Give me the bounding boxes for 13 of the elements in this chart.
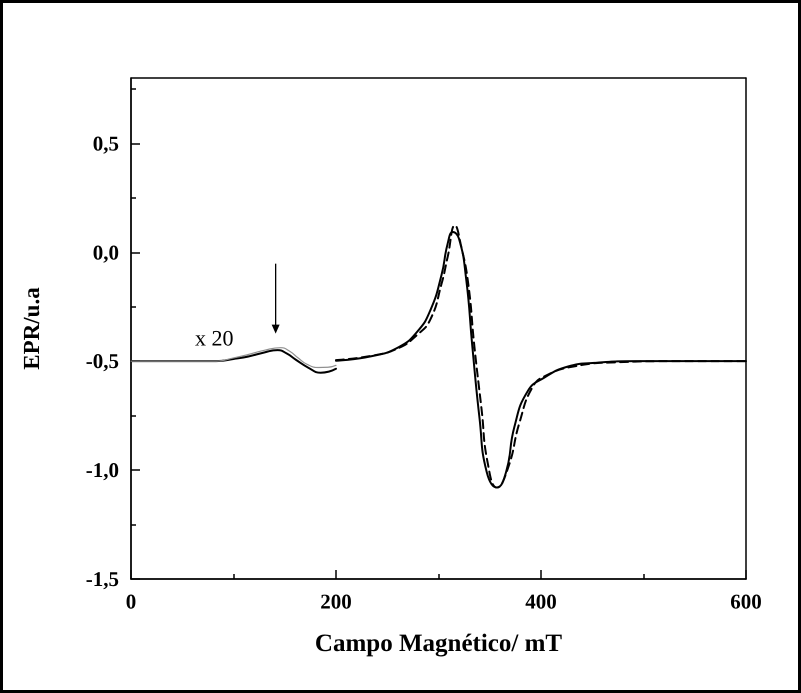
x-tick-label: 600 xyxy=(730,590,762,614)
y-axis-title: EPR/u.a xyxy=(19,286,44,370)
x-axis-title: Campo Magnético/ mT xyxy=(314,630,562,657)
y-tick-label: 0,5 xyxy=(92,131,119,156)
y-tick-label: -1,5 xyxy=(86,567,119,591)
y-tick-label: 0,0 xyxy=(92,240,119,264)
x-tick-label: 400 xyxy=(525,590,557,614)
line-series xyxy=(130,347,337,368)
x-tick-label: 0 xyxy=(126,590,136,614)
y-tick-label: -1,0 xyxy=(86,458,119,482)
annotation: x 20 xyxy=(195,326,234,351)
y-tick-label: -0,5 xyxy=(86,349,119,374)
x-tick-label: 200 xyxy=(320,590,352,614)
